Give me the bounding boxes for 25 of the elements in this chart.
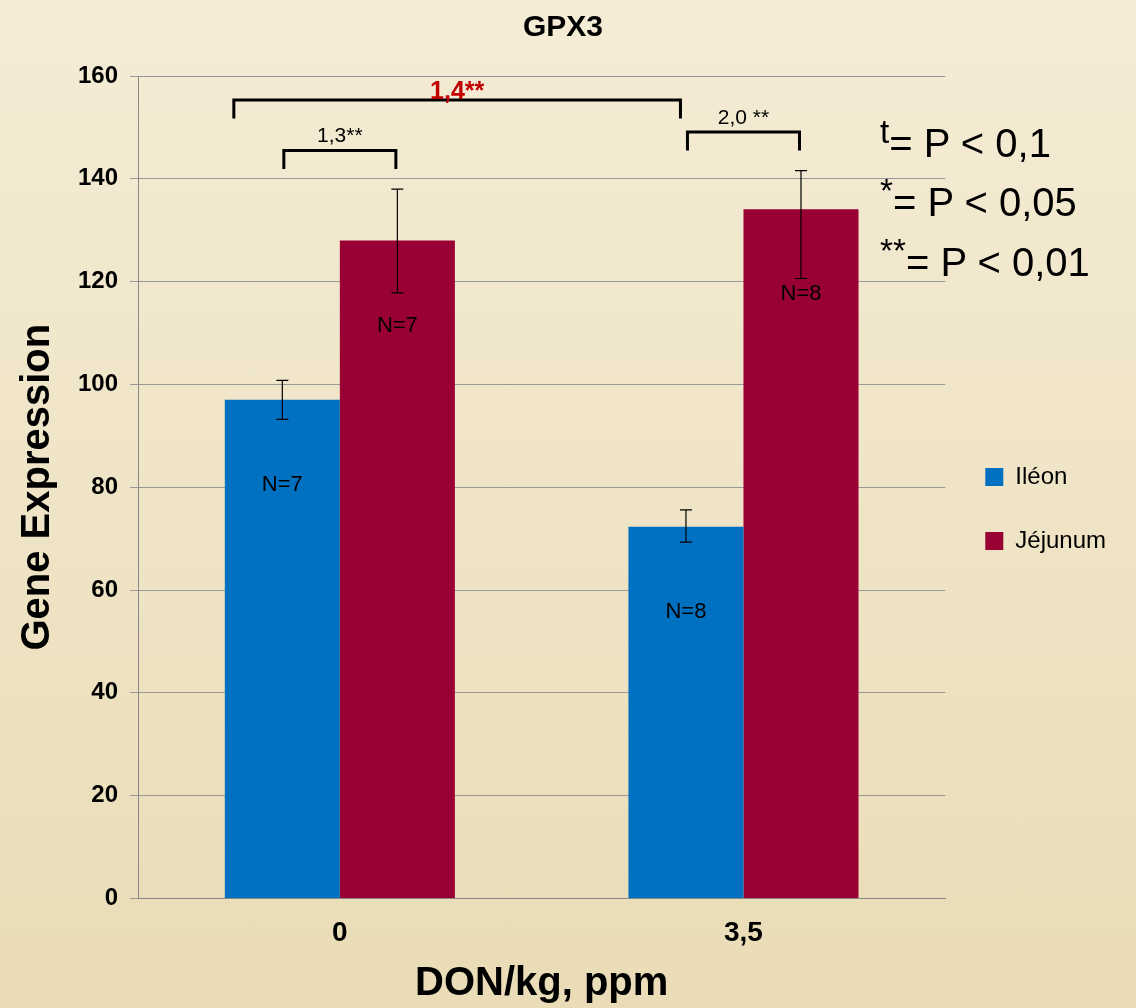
annotation: N=7 [261,470,303,496]
y-tick-label: 60 [91,574,119,602]
y-tick-label: 100 [78,369,119,397]
y-tick-label: 40 [91,677,119,705]
annotation: 2,0 ** [717,104,770,129]
x-tick-label: 3,5 [724,915,763,947]
annotation: N=7 [376,311,418,337]
chart-title: GPX3 [522,9,604,43]
annotation: $^{**}$= P < 0,01 [880,230,1090,286]
y-axis-title: Gene Expression [13,323,58,651]
y-tick-label: 0 [104,883,119,911]
annotation: $^{t}$= P < 0,1 [880,112,1052,168]
annotation: 1,3** [317,123,363,148]
y-tick-label: 80 [91,471,119,499]
legend-label: Iléon [1015,461,1068,489]
y-tick-label: 160 [78,60,119,88]
annotation: 1,4** [430,75,485,105]
annotation: $^{*}$= P < 0,05 [880,171,1078,227]
x-axis-title: DON/kg, ppm [414,959,669,1004]
legend-label: Jéjunum [1015,525,1106,553]
y-tick-label: 20 [91,780,119,808]
y-tick-label: 120 [78,266,119,294]
y-tick-label: 140 [78,163,119,191]
annotation: N=8 [665,597,707,623]
annotation: N=8 [780,280,822,306]
